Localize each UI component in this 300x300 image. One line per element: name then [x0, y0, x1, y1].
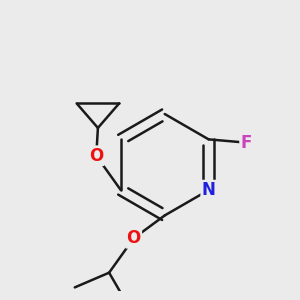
- Text: N: N: [202, 181, 216, 199]
- Text: O: O: [127, 229, 141, 247]
- Text: F: F: [241, 134, 252, 152]
- Text: O: O: [89, 147, 103, 165]
